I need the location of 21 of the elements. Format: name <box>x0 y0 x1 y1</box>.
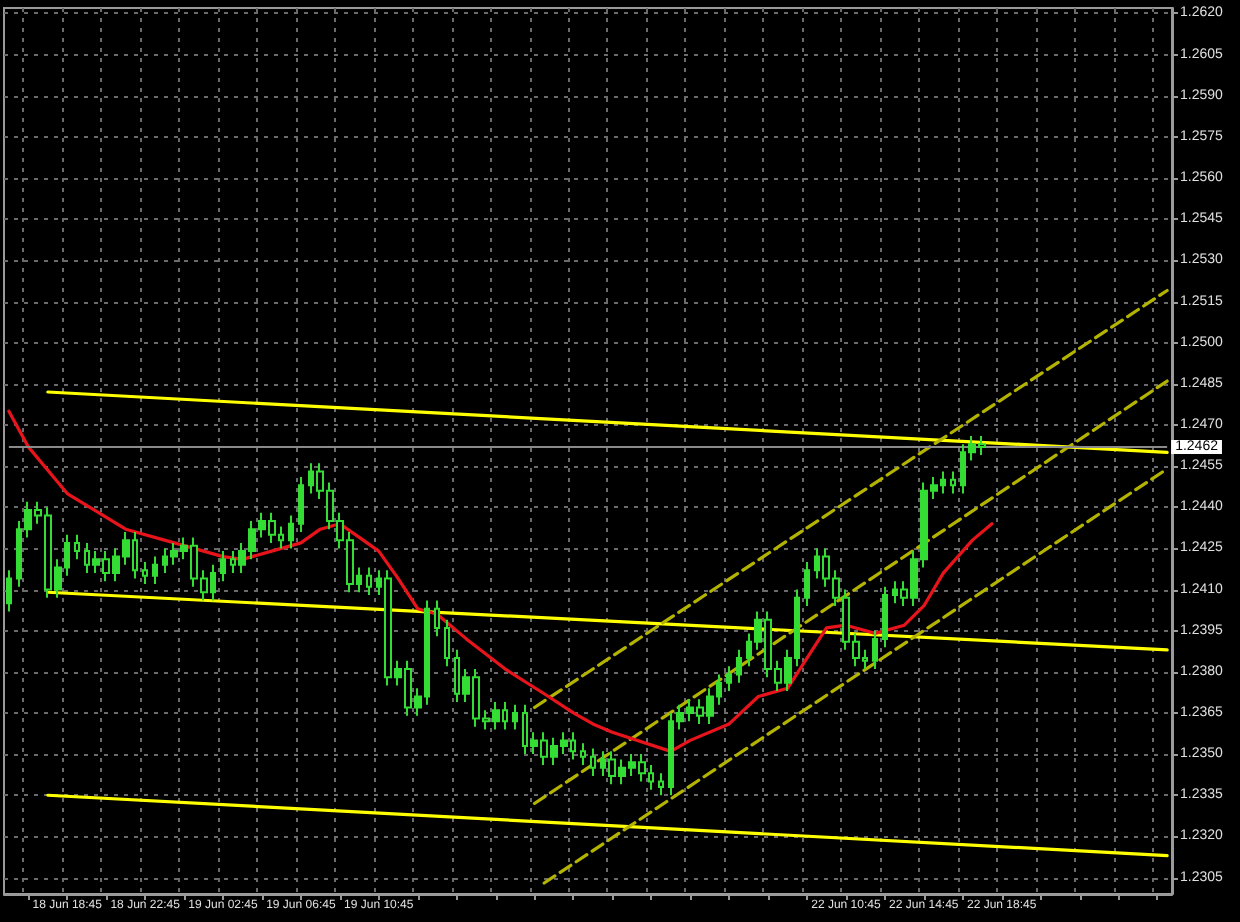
line-series <box>7 409 994 753</box>
candlestick <box>444 618 450 668</box>
candlestick <box>152 555 158 586</box>
candlestick <box>590 747 596 778</box>
candlestick <box>872 629 878 671</box>
candlestick <box>288 514 294 550</box>
candlestick <box>882 585 888 649</box>
candlestick <box>726 665 732 693</box>
candlestick <box>366 566 372 597</box>
candlestick <box>298 476 304 533</box>
candlestick <box>220 550 226 583</box>
candlestick <box>142 561 148 586</box>
candlestick <box>512 703 518 731</box>
candlestick <box>658 772 664 797</box>
candlestick <box>6 569 12 613</box>
candlestick <box>434 599 440 638</box>
candlestick <box>74 533 80 561</box>
candlestick <box>950 470 956 495</box>
candlestick <box>580 742 586 767</box>
candlestick <box>804 561 810 607</box>
candlestick <box>736 648 742 684</box>
